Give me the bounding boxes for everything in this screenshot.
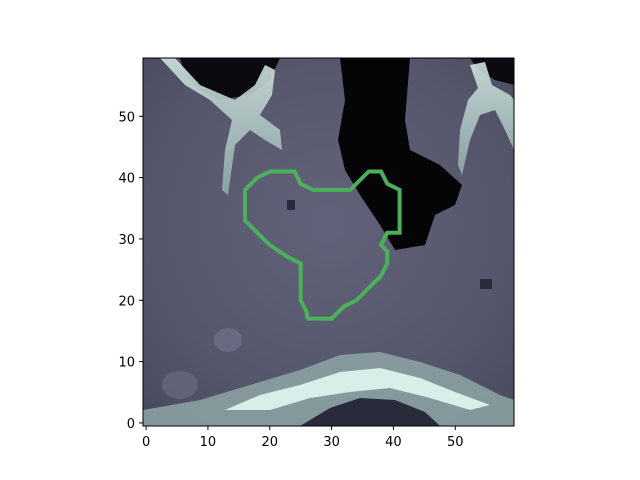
bone-left <box>160 58 282 195</box>
axes-frame <box>142 57 515 427</box>
y-tick-label: 50 <box>118 110 135 125</box>
bone-bottom-bright <box>225 368 490 410</box>
bone-bottom-dark <box>300 398 440 426</box>
dark-spot-2 <box>480 279 492 289</box>
tissue-blob-2 <box>162 371 198 399</box>
y-tick-label: 20 <box>118 294 135 309</box>
x-tick-label: 50 <box>447 435 464 450</box>
bone-right <box>458 62 514 175</box>
air-cavity-center <box>338 58 462 250</box>
tissue-blob-1 <box>214 328 242 352</box>
y-tick-label: 30 <box>118 233 135 248</box>
y-tick-label: 10 <box>118 356 135 371</box>
segmentation-contour <box>243 169 402 321</box>
x-tick-label: 20 <box>261 435 278 450</box>
y-tick-label: 0 <box>127 417 135 432</box>
x-tick-label: 30 <box>323 435 340 450</box>
contour-line <box>243 169 402 321</box>
ct-scan-image <box>143 58 514 426</box>
x-tick-label: 0 <box>142 435 150 450</box>
x-axis: 0 10 20 30 40 50 <box>142 426 464 450</box>
dark-spot-1 <box>287 200 295 210</box>
y-axis: 0 10 20 30 40 50 <box>118 110 143 432</box>
y-tick-label: 40 <box>118 172 135 187</box>
x-tick-label: 10 <box>200 435 217 450</box>
x-tick-label: 40 <box>385 435 402 450</box>
